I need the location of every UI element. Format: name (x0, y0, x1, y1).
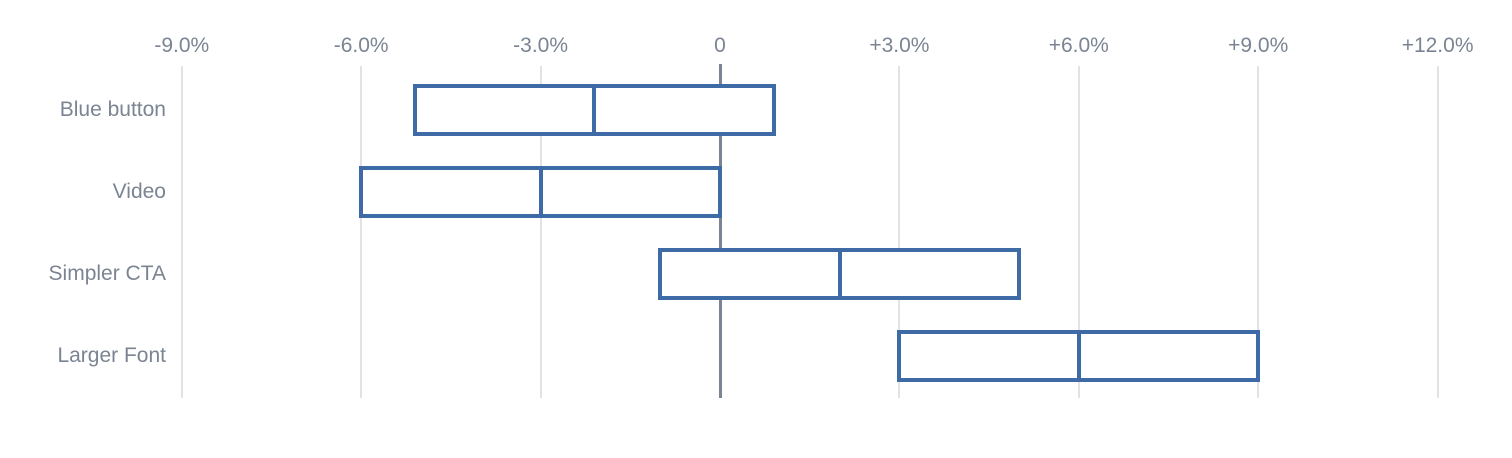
midpoint-divider (1076, 334, 1081, 378)
gridline (898, 66, 901, 398)
axis-tick-label: -9.0% (154, 34, 210, 57)
range-box (359, 166, 722, 218)
axis-tick-label: +12.0% (1401, 34, 1474, 57)
gridline (180, 66, 183, 398)
axis-tick-label: 0 (714, 34, 726, 57)
gridline (360, 66, 363, 398)
axis-tick-label: +6.0% (1048, 34, 1109, 57)
axis-tick-label: -3.0% (513, 34, 569, 57)
axis-tick-label: -6.0% (333, 34, 389, 57)
midpoint-divider (538, 170, 543, 214)
midpoint-divider (837, 252, 842, 296)
axis-tick-label: +3.0% (869, 34, 930, 57)
gridline (1077, 66, 1080, 398)
row-label: Larger Font (57, 344, 166, 367)
midpoint-divider (592, 88, 597, 132)
row-label: Simpler CTA (48, 262, 166, 285)
range-box (658, 248, 1021, 300)
zero-axis-line (718, 64, 722, 398)
gridline (1436, 66, 1439, 398)
gridline (539, 66, 542, 398)
axis-tick-label: +9.0% (1228, 34, 1289, 57)
row-label: Video (112, 180, 166, 203)
range-box (413, 84, 776, 136)
row-label: Blue button (59, 98, 166, 121)
range-box (897, 330, 1261, 382)
gridline (1257, 66, 1260, 398)
